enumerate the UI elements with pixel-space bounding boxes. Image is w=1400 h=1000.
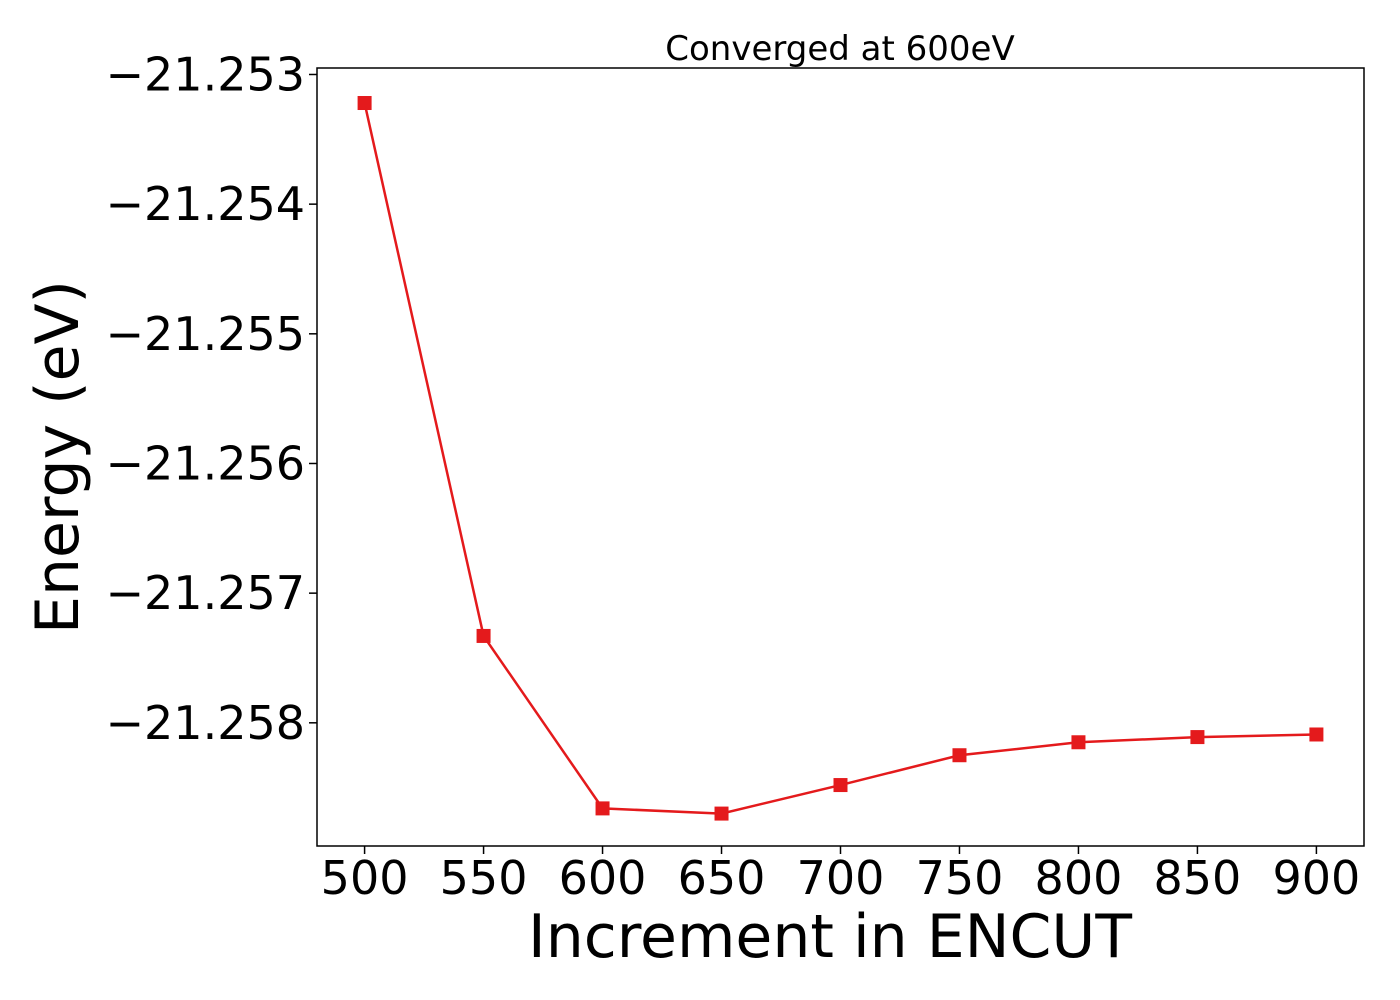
- x-tick-label: 750: [916, 851, 1004, 905]
- x-tick-label: 850: [1154, 851, 1242, 905]
- x-tick-label: 550: [440, 851, 528, 905]
- x-axis-title: Increment in ENCUT: [528, 902, 1132, 972]
- y-tick-label: −21.256: [106, 436, 306, 490]
- x-tick-label: 800: [1035, 851, 1123, 905]
- data-point-marker: [833, 778, 848, 793]
- data-point-marker: [952, 748, 967, 763]
- data-point-marker: [1309, 727, 1324, 742]
- chart-title: Converged at 600eV: [665, 29, 1014, 69]
- y-tick-label: −21.257: [106, 566, 306, 620]
- series-layer: [357, 96, 1324, 821]
- series-line: [363, 102, 1317, 815]
- y-tick-label: −21.255: [106, 307, 306, 361]
- data-point-marker: [357, 96, 372, 111]
- x-tick-label: 700: [797, 851, 885, 905]
- plot-frame: [316, 67, 1365, 847]
- x-tick-label: 900: [1273, 851, 1361, 905]
- x-tick-label: 500: [321, 851, 409, 905]
- x-tick-label: 650: [678, 851, 766, 905]
- y-tick-label: −21.253: [106, 47, 306, 101]
- data-point-marker: [1190, 730, 1205, 745]
- data-point-marker: [476, 628, 491, 643]
- y-tick-label: −21.258: [106, 696, 306, 750]
- y-axis-title: Energy (eV): [23, 280, 93, 634]
- x-axis: 500 550 600 650 700 750 800 850 900: [321, 846, 1361, 905]
- data-point-marker: [714, 806, 729, 821]
- y-axis: −21.253 −21.254 −21.255 −21.256 −21.257 −21.2…: [106, 47, 317, 750]
- x-tick-label: 600: [559, 851, 647, 905]
- y-tick-label: −21.254: [106, 177, 306, 231]
- data-point-marker: [1071, 735, 1086, 750]
- data-point-marker: [595, 801, 610, 816]
